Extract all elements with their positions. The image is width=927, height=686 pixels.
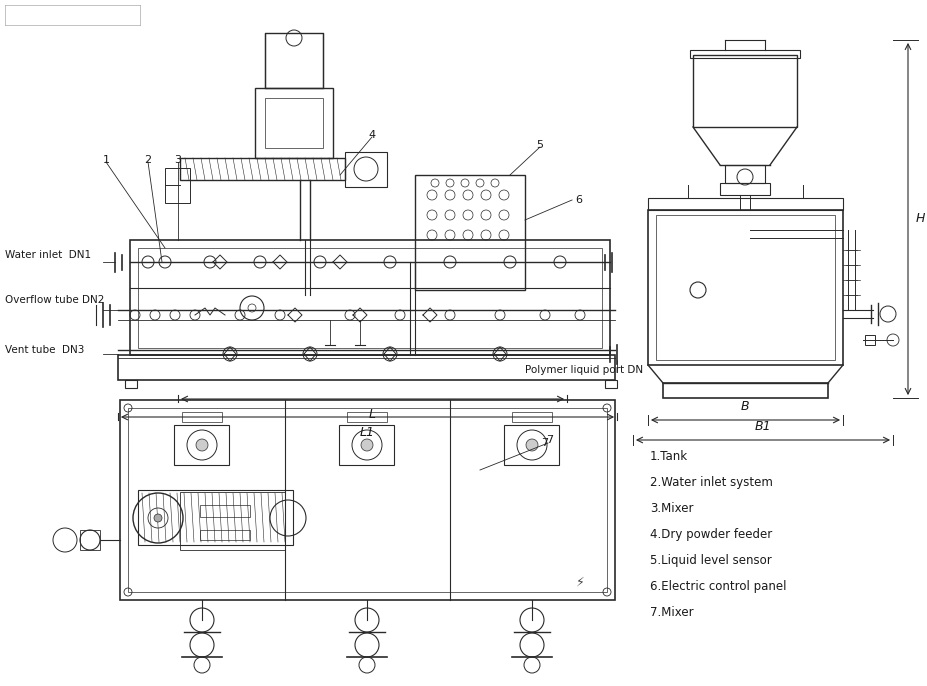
Bar xyxy=(125,380,137,388)
Circle shape xyxy=(526,439,538,451)
Text: Polymer liquid port DN: Polymer liquid port DN xyxy=(525,365,642,375)
Bar xyxy=(690,50,799,58)
Bar xyxy=(655,215,834,360)
Bar xyxy=(118,355,615,380)
Text: H: H xyxy=(915,213,924,226)
Bar xyxy=(138,490,293,545)
Bar xyxy=(347,412,387,422)
Bar xyxy=(512,412,552,422)
Bar xyxy=(182,412,222,422)
Bar xyxy=(174,425,229,465)
Text: 6: 6 xyxy=(575,195,581,205)
Bar xyxy=(604,380,616,388)
Text: B: B xyxy=(740,400,748,413)
Text: 6.Electric control panel: 6.Electric control panel xyxy=(649,580,786,593)
Text: L: L xyxy=(368,408,375,421)
Bar xyxy=(180,158,345,180)
Bar xyxy=(265,33,323,88)
Bar xyxy=(130,240,609,355)
Text: 5: 5 xyxy=(536,140,543,150)
Bar xyxy=(120,400,615,600)
Bar xyxy=(200,505,249,517)
Text: 7.Mixer: 7.Mixer xyxy=(649,606,692,619)
Text: 4: 4 xyxy=(368,130,375,140)
Bar xyxy=(345,152,387,187)
Text: Vent tube  DN3: Vent tube DN3 xyxy=(5,345,84,355)
Bar xyxy=(719,183,769,195)
Text: ⚡: ⚡ xyxy=(575,576,584,589)
Text: 1: 1 xyxy=(102,155,109,165)
Text: L1: L1 xyxy=(359,426,375,439)
Text: 5.Liquid level sensor: 5.Liquid level sensor xyxy=(649,554,771,567)
Bar xyxy=(864,335,874,345)
Bar xyxy=(265,98,323,148)
Bar xyxy=(80,530,100,550)
Bar xyxy=(647,210,842,365)
Circle shape xyxy=(361,439,373,451)
Text: 3: 3 xyxy=(174,155,182,165)
Bar xyxy=(180,492,285,550)
Bar xyxy=(503,425,558,465)
Bar xyxy=(647,198,842,210)
Text: 7: 7 xyxy=(540,438,548,448)
Text: 2: 2 xyxy=(145,155,151,165)
Text: Overflow tube DN2: Overflow tube DN2 xyxy=(5,295,104,305)
Text: 7: 7 xyxy=(546,435,553,445)
Bar xyxy=(692,55,796,127)
Circle shape xyxy=(154,514,162,522)
Bar xyxy=(338,425,394,465)
Text: B1: B1 xyxy=(754,420,770,433)
Bar xyxy=(138,248,602,348)
Text: 2.Water inlet system: 2.Water inlet system xyxy=(649,476,772,489)
Bar xyxy=(255,88,333,158)
Circle shape xyxy=(196,439,208,451)
Text: 4.Dry powder feeder: 4.Dry powder feeder xyxy=(649,528,771,541)
Text: 1.Tank: 1.Tank xyxy=(649,450,688,463)
Bar xyxy=(128,408,606,592)
Text: 3.Mixer: 3.Mixer xyxy=(649,502,692,515)
Text: Water inlet  DN1: Water inlet DN1 xyxy=(5,250,91,260)
Bar xyxy=(165,168,190,203)
Bar xyxy=(200,530,249,540)
Bar xyxy=(662,383,827,398)
Bar xyxy=(414,175,525,290)
Bar xyxy=(724,165,764,183)
